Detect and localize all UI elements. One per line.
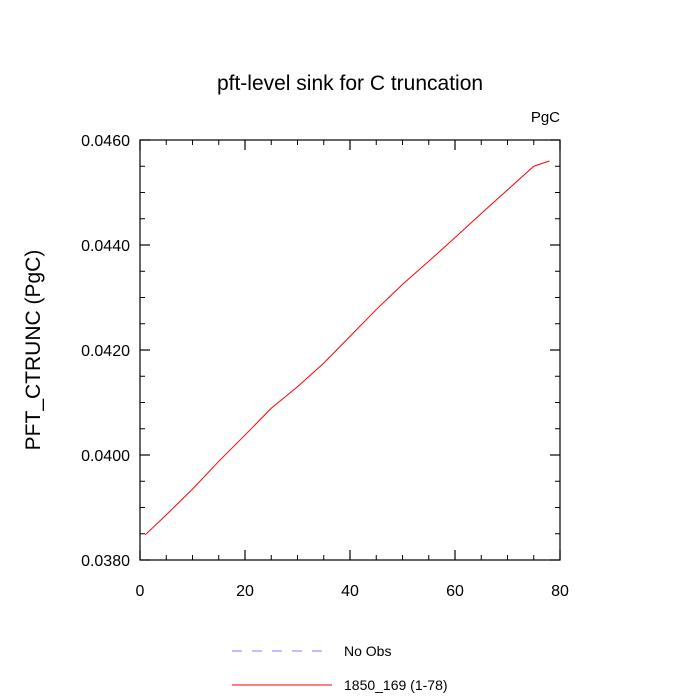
chart-title: pft-level sink for C truncation [217,72,483,95]
y-tick-label: 0.0380 [81,553,130,570]
units-label: PgC [531,109,560,126]
y-tick-label: 0.0440 [81,238,130,255]
y-tick-labels: 0.0380 0.0400 0.0420 0.0440 0.0460 [81,133,130,570]
x-tick-label: 40 [341,583,359,600]
x-tick-labels: 0 20 40 60 80 [136,583,569,600]
y-tick-label: 0.0460 [81,133,130,150]
y-tick-label: 0.0420 [81,343,130,360]
series-line [144,160,550,536]
series-lines [144,160,550,536]
x-tick-label: 60 [446,583,464,600]
plot-frame [139,139,561,561]
x-tick-label: 0 [136,583,145,600]
x-tick-label: 20 [236,583,254,600]
y-tick-label: 0.0400 [81,448,130,465]
legend: No Obs 1850_169 (1-78) [232,643,448,693]
y-axis-label: PFT_CTRUNC (PgC) [22,250,45,451]
x-tick-label: 80 [551,583,569,600]
minor-ticks [140,140,560,560]
legend-label-no-obs: No Obs [344,643,391,659]
legend-label-1850-169: 1850_169 (1-78) [344,677,448,693]
major-ticks [139,139,561,561]
